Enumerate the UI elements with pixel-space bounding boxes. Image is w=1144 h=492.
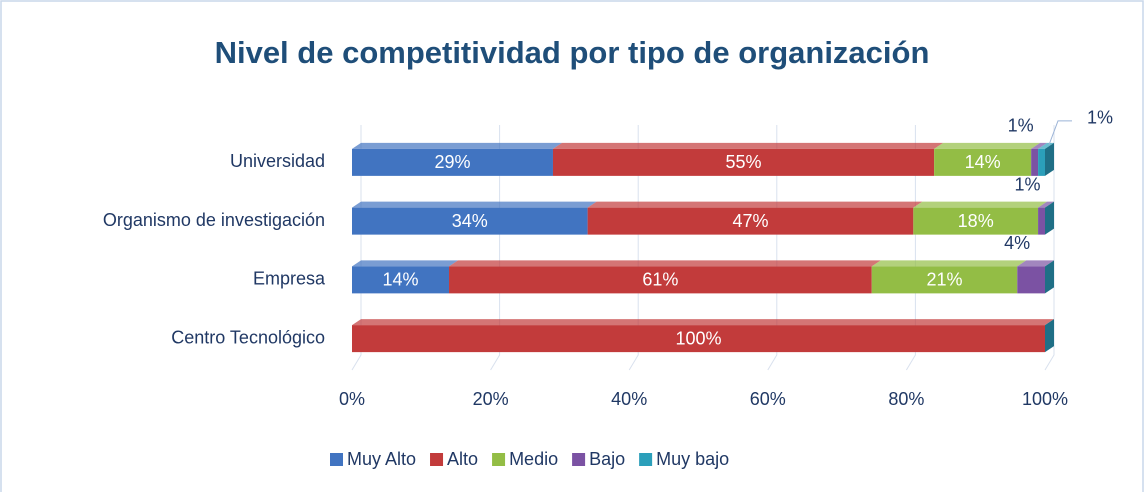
bar-top — [1031, 142, 1048, 149]
legend-swatch — [639, 453, 653, 466]
bar-top — [552, 142, 944, 149]
x-tick-label: 80% — [888, 389, 924, 409]
bar-side — [1045, 319, 1054, 353]
y-tick-label: Universidad — [230, 151, 325, 171]
legend-label: Muy bajo — [656, 449, 729, 469]
bar-segment — [934, 148, 1032, 176]
legend-label: Bajo — [589, 449, 625, 469]
bar-top — [352, 201, 597, 208]
bar-segment — [352, 266, 450, 294]
data-label: 14% — [965, 152, 1001, 172]
legend-swatch — [430, 453, 444, 466]
data-label: 55% — [726, 152, 762, 172]
data-label: 4% — [1004, 233, 1030, 253]
y-tick-label: Empresa — [253, 269, 326, 289]
data-label: 1% — [1087, 108, 1113, 128]
data-label: 29% — [434, 152, 470, 172]
x-tick-label: 40% — [611, 389, 647, 409]
data-label: 1% — [1015, 174, 1041, 194]
data-label: 47% — [732, 211, 768, 231]
data-label: 14% — [382, 270, 418, 290]
bar-top — [352, 260, 459, 267]
bar-side — [1045, 260, 1054, 294]
data-label: 100% — [675, 328, 721, 348]
bar-segment — [552, 148, 935, 176]
bar-side — [1045, 201, 1054, 235]
bar-top — [449, 260, 881, 267]
legend-swatch — [572, 453, 586, 466]
bar-top — [1038, 201, 1054, 208]
y-tick-label: Organismo de investigación — [103, 210, 325, 230]
legend-swatch — [330, 453, 343, 466]
leader-line — [1048, 120, 1072, 146]
bar-side — [1045, 142, 1054, 176]
data-label: 18% — [958, 211, 994, 231]
bar-segment — [1031, 148, 1039, 176]
y-tick-label: Centro Tecnológico — [171, 327, 325, 347]
data-label: 34% — [452, 211, 488, 231]
bar-segment — [871, 266, 1018, 294]
bar-top — [1017, 260, 1054, 267]
x-tick-label: 60% — [750, 389, 786, 409]
legend-swatch — [492, 453, 506, 466]
bar-top — [352, 319, 1054, 326]
bar-top — [587, 201, 923, 208]
x-tick-label: 20% — [473, 389, 509, 409]
legend-label: Alto — [447, 449, 478, 469]
bar-top — [352, 142, 562, 149]
x-tick-label: 100% — [1022, 389, 1068, 409]
bar-segment — [913, 207, 1039, 235]
bar-top — [1038, 142, 1054, 149]
bar-segment — [352, 148, 553, 176]
bar-top — [934, 142, 1041, 149]
legend-label: Medio — [509, 449, 558, 469]
bar-segment — [587, 207, 914, 235]
bar-top — [913, 201, 1048, 208]
bar-segment — [1038, 148, 1045, 176]
bar-segment — [1038, 207, 1045, 235]
data-label: 61% — [642, 270, 678, 290]
bar-segment — [1017, 266, 1045, 294]
bar-segment — [352, 207, 588, 235]
legend-label: Muy Alto — [347, 449, 416, 469]
chart-title: Nivel de competitividad por tipo de orga… — [215, 35, 930, 70]
x-tick-label: 0% — [339, 389, 365, 409]
bar-top — [871, 260, 1027, 267]
data-label: 1% — [1008, 116, 1034, 136]
data-label: 21% — [926, 270, 962, 290]
bar-segment — [352, 325, 1045, 353]
bar-segment — [449, 266, 872, 294]
